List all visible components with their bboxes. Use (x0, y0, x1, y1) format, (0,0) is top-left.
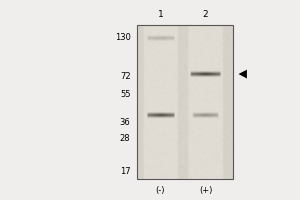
Bar (136, 25, 232, 179)
Polygon shape (238, 70, 247, 78)
Text: 2: 2 (203, 10, 208, 19)
Text: 130: 130 (115, 33, 130, 42)
Text: 36: 36 (120, 118, 130, 127)
Text: (-): (-) (156, 186, 165, 195)
Text: 17: 17 (120, 167, 130, 176)
Text: 55: 55 (120, 90, 130, 99)
Text: (+): (+) (199, 186, 212, 195)
Text: 72: 72 (120, 72, 130, 81)
Text: 1: 1 (158, 10, 164, 19)
Text: 28: 28 (120, 134, 130, 143)
